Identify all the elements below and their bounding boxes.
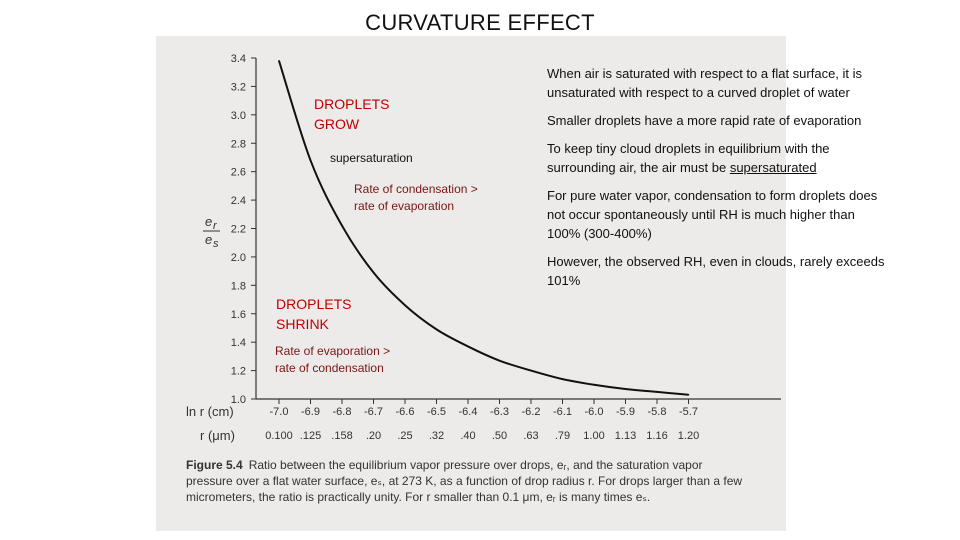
bullet-3-text: To keep tiny cloud droplets in equilibri… xyxy=(547,141,830,175)
x-row2-tick-label: 1.16 xyxy=(646,430,667,442)
x-row2-tick-label: .63 xyxy=(523,430,538,442)
x-row1-tick-label: -6.7 xyxy=(364,406,383,418)
y-tick-label: 2.0 xyxy=(231,252,246,264)
y-tick-label: 1.6 xyxy=(231,309,246,321)
x-row2-tick-label: .158 xyxy=(331,430,352,442)
x-row1-tick-label: -6.6 xyxy=(396,406,415,418)
y-axis-label: e r e s xyxy=(203,214,220,250)
ylabel-bottom-sub: s xyxy=(213,238,219,250)
curve-point xyxy=(435,328,438,331)
ylabel-top: e xyxy=(205,214,212,229)
curve-point xyxy=(530,369,532,372)
y-tick-label: 1.8 xyxy=(231,280,246,292)
bullet-3-underline: supersaturated xyxy=(729,160,817,175)
slide-title: CURVATURE EFFECT xyxy=(365,10,595,35)
x-row1-tick-label: -5.9 xyxy=(616,406,635,418)
curve-point xyxy=(593,383,595,386)
x-row2-tick-label: .50 xyxy=(492,430,507,442)
figure-caption: Figure 5.4 Ratio between the equilibrium … xyxy=(186,457,746,505)
x-row1-tick-label: -7.0 xyxy=(270,406,289,418)
bullet-5: However, the observed RH, even in clouds… xyxy=(547,254,885,288)
y-tick-label: 1.4 xyxy=(231,337,246,349)
ylabel-bottom: e xyxy=(205,232,212,247)
y-tick-label: 3.0 xyxy=(231,110,246,122)
x-row1-tick-label: -6.8 xyxy=(333,406,352,418)
x-row1-label: ln r (cm) xyxy=(186,404,234,419)
x-row2-tick-label: .125 xyxy=(300,430,321,442)
x-row2-tick-label: .32 xyxy=(429,430,444,442)
shrink-rate-note: Rate of evaporation > rate of condensati… xyxy=(275,344,391,375)
explanation-list: When air is saturated with respect to a … xyxy=(547,64,887,299)
droplets-shrink-label: DROPLETS SHRINK xyxy=(276,296,352,332)
y-tick-label: 3.2 xyxy=(231,81,246,93)
curvature-chart: 1.01.21.41.61.82.02.22.42.62.83.03.23.4 … xyxy=(186,53,781,443)
curve-group xyxy=(278,60,690,396)
x-row1-tick-label: -5.8 xyxy=(648,406,667,418)
bullet-4: For pure water vapor, condensation to fo… xyxy=(547,188,878,241)
x-row1-tick-label: -5.7 xyxy=(679,406,698,418)
curve-point xyxy=(309,159,312,162)
curve-point xyxy=(656,391,658,393)
caption-text: Ratio between the equilibrium vapor pres… xyxy=(186,458,743,504)
y-tick-label: 2.2 xyxy=(231,224,246,236)
grow-rate-note: Rate of condensation > rate of evaporati… xyxy=(354,182,478,213)
figure-label: Figure 5.4 xyxy=(186,458,243,472)
x-row2-label: r (μm) xyxy=(200,428,235,443)
droplets-grow-label: DROPLETS GROW xyxy=(314,96,390,132)
curve-point xyxy=(404,304,406,307)
x-row2-tick-label: .20 xyxy=(366,430,381,442)
y-tick-label: 2.8 xyxy=(231,138,246,150)
x-row1-tick-label: -6.3 xyxy=(490,406,509,418)
curve-point xyxy=(467,345,469,348)
x-row2-tick-label: 0.100 xyxy=(265,430,293,442)
curve-point xyxy=(624,388,627,390)
x-row2-tick-label: .40 xyxy=(460,430,475,442)
ylabel-top-sub: r xyxy=(213,220,218,232)
x-row2-tick-label: 1.13 xyxy=(615,430,636,442)
x-row1-tick-label: -6.5 xyxy=(427,406,446,418)
curve-point xyxy=(687,393,690,396)
y-tick-label: 3.4 xyxy=(231,53,246,65)
bullet-1: When air is saturated with respect to a … xyxy=(547,66,863,100)
x-row2-tick-label: .25 xyxy=(397,430,412,442)
curve-point xyxy=(278,60,280,62)
x-row2-tick-label: .79 xyxy=(555,430,570,442)
ratio-curve xyxy=(278,60,689,396)
curve-point xyxy=(372,271,375,274)
x-ticks: -7.0 0.100 -6.9 .125 -6.8 .158 -6.7 .20 -6.6 .25 -… xyxy=(265,399,699,442)
y-tick-label: 2.4 xyxy=(231,195,246,207)
bullet-3: To keep tiny cloud droplets in equilibri… xyxy=(547,139,887,177)
curve-point xyxy=(498,359,501,362)
x-row1-tick-label: -6.2 xyxy=(522,406,541,418)
x-row1-tick-label: -6.1 xyxy=(553,406,572,418)
bullet-2: Smaller droplets have a more rapid rate … xyxy=(547,113,862,128)
y-ticks: 1.0 1.2 1.4 1.6 1.8 2.0 2.2 2.4 2.6 2.8 3.0 3.2 3.4 xyxy=(231,53,256,406)
curve-point xyxy=(341,224,343,227)
x-row2-tick-label: 1.20 xyxy=(678,430,699,442)
x-row1-tick-label: -6.4 xyxy=(459,406,478,418)
supersaturation-label: supersaturation xyxy=(330,151,413,165)
x-row1-tick-label: -6.0 xyxy=(585,406,604,418)
y-tick-label: 1.0 xyxy=(231,394,246,406)
y-tick-label: 2.6 xyxy=(231,167,246,179)
curve-point xyxy=(561,378,564,380)
x-row1-tick-label: -6.9 xyxy=(301,406,320,418)
x-row2-tick-label: 1.00 xyxy=(583,430,604,442)
y-tick-label: 1.2 xyxy=(231,366,246,378)
figure-scan-background xyxy=(156,36,786,531)
